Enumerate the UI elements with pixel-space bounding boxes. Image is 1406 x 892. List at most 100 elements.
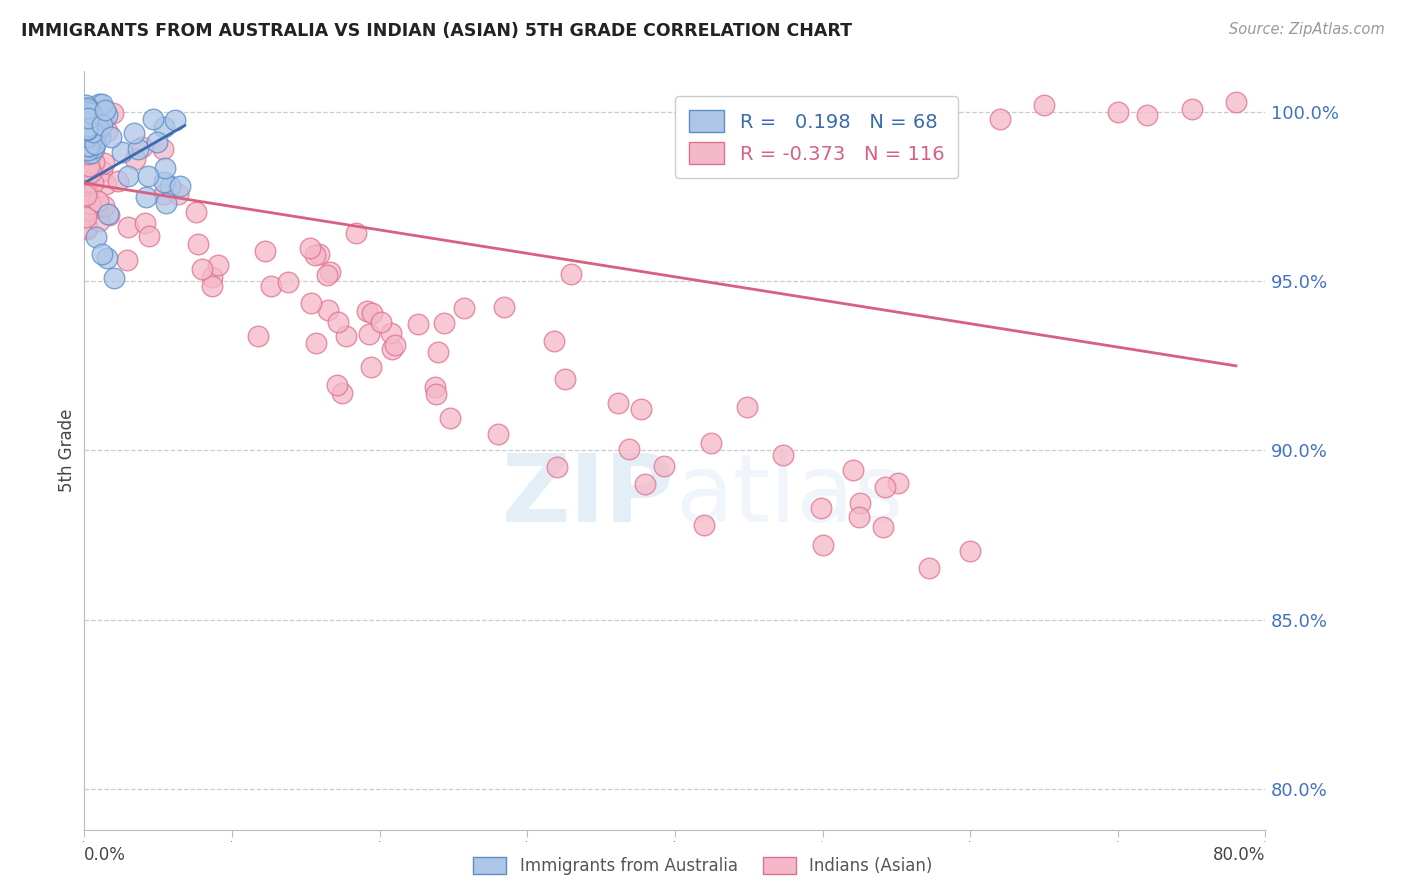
Point [100, 130, 122, 145]
Point [381, 343, 404, 357]
Point [77, 129, 100, 144]
Point [159, 178, 181, 193]
Point [76, 128, 98, 143]
Point [75, 117, 97, 131]
Point [380, 326, 402, 340]
Point [93, 103, 115, 117]
Point [693, 517, 716, 532]
Point [1107, 105, 1129, 120]
Point [75, 119, 97, 133]
Point [330, 386, 353, 401]
Point [543, 334, 565, 348]
Point [75, 105, 97, 120]
Point [79, 197, 101, 211]
Point [152, 186, 174, 201]
Point [427, 345, 450, 359]
Point [82, 125, 104, 139]
Point [77, 139, 100, 153]
Point [93, 156, 115, 170]
Point [83, 154, 105, 169]
Point [153, 175, 176, 189]
Point [89, 214, 111, 228]
Point [606, 396, 628, 410]
Point [76, 101, 98, 115]
Point [77, 112, 100, 126]
Point [77, 143, 100, 157]
Point [75, 178, 97, 192]
Point [91, 96, 114, 111]
Point [187, 236, 209, 251]
Point [87, 121, 110, 136]
Point [80, 136, 103, 151]
Point [75, 97, 97, 112]
Point [153, 120, 176, 135]
Point [1033, 98, 1056, 112]
Point [135, 189, 157, 203]
Point [1181, 102, 1204, 116]
Point [75, 113, 97, 128]
Point [101, 106, 124, 120]
Point [82, 129, 104, 144]
Point [77, 159, 100, 173]
Point [86, 200, 108, 214]
Point [96, 177, 118, 191]
Point [335, 329, 357, 343]
Point [560, 267, 582, 281]
Point [91, 112, 114, 126]
Text: ZIP: ZIP [502, 450, 675, 542]
Point [84, 137, 107, 152]
Point [76, 130, 98, 145]
Point [152, 142, 174, 156]
Point [75, 111, 97, 125]
Legend: R =   0.198   N = 68, R = -0.373   N = 116: R = 0.198 N = 68, R = -0.373 N = 116 [675, 96, 957, 178]
Point [117, 220, 139, 235]
Point [75, 109, 97, 123]
Point [76, 187, 98, 202]
Point [959, 544, 981, 558]
Point [247, 328, 270, 343]
Point [79, 106, 101, 120]
Point [360, 359, 382, 374]
Text: IMMIGRANTS FROM AUSTRALIA VS INDIAN (ASIAN) 5TH GRADE CORRELATION CHART: IMMIGRANTS FROM AUSTRALIA VS INDIAN (ASI… [21, 22, 852, 40]
Point [96, 124, 118, 138]
Legend: Immigrants from Australia, Indians (Asian): Immigrants from Australia, Indians (Asia… [465, 849, 941, 884]
Point [319, 264, 342, 278]
Point [75, 105, 97, 120]
Point [75, 115, 97, 129]
Point [131, 140, 153, 154]
Point [75, 103, 97, 117]
Point [91, 247, 114, 261]
Point [82, 145, 104, 159]
Point [80, 136, 103, 151]
Text: 0.0%: 0.0% [84, 847, 127, 864]
Point [82, 176, 104, 190]
Point [124, 152, 146, 166]
Point [97, 206, 120, 220]
Point [80, 145, 103, 160]
Point [155, 196, 177, 211]
Point [80, 122, 103, 136]
Point [260, 279, 283, 293]
Point [91, 164, 114, 178]
Point [80, 165, 103, 179]
Point [634, 477, 657, 491]
Point [841, 463, 863, 477]
Point [873, 480, 896, 494]
Point [98, 208, 121, 222]
Point [772, 448, 794, 462]
Point [136, 169, 159, 183]
Y-axis label: 5th Grade: 5th Grade [58, 409, 76, 492]
Point [146, 136, 169, 150]
Point [165, 112, 187, 127]
Point [77, 108, 100, 122]
Point [316, 303, 339, 318]
Point [546, 460, 568, 475]
Point [737, 401, 759, 415]
Point [166, 186, 188, 201]
Point [77, 138, 100, 153]
Point [326, 315, 349, 329]
Point [77, 119, 100, 133]
Point [652, 458, 675, 473]
Text: atlas: atlas [675, 450, 903, 542]
Point [76, 146, 98, 161]
